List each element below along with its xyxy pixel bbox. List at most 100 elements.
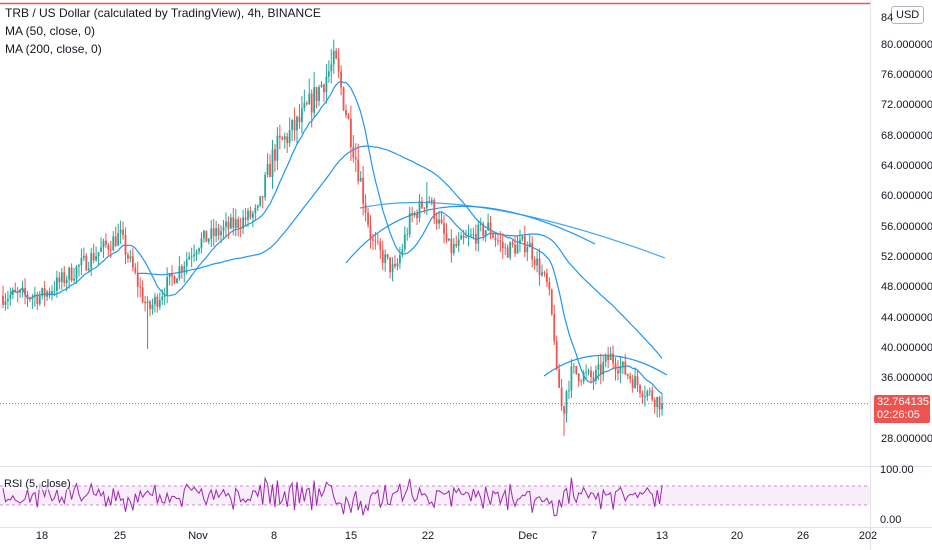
candle-body: [381, 249, 384, 264]
candle-body: [195, 251, 198, 255]
candle-body: [227, 221, 230, 229]
time-axis-label: 13: [655, 530, 669, 542]
candle-body: [612, 353, 614, 364]
time-axis-label: 26: [796, 530, 810, 542]
candle-body: [220, 231, 222, 236]
ma200-legend[interactable]: MA (200, close, 0): [5, 42, 102, 56]
price-axis-label: 68.000000: [881, 129, 932, 142]
candle-body: [428, 201, 431, 203]
candle-body: [374, 240, 377, 242]
candle-body: [212, 228, 215, 236]
candle-body: [550, 289, 553, 315]
candle-body: [58, 277, 61, 282]
candle-body: [617, 370, 619, 374]
symbol-legend-title[interactable]: TRB / US Dollar (calculated by TradingVi…: [5, 6, 321, 20]
candle-body: [577, 373, 580, 382]
candle-body: [472, 233, 475, 235]
price-axis-label: 44.000000: [881, 311, 932, 324]
candle-body: [232, 217, 235, 228]
candle-body: [548, 282, 551, 290]
candle-body: [553, 314, 556, 342]
candle-body: [136, 272, 139, 287]
candle-body: [514, 244, 516, 254]
candle-body: [482, 223, 485, 237]
candle-body: [352, 147, 355, 158]
candle-body: [303, 103, 306, 109]
candle-body: [26, 294, 29, 299]
candle-body: [504, 247, 507, 249]
candle-body: [516, 243, 519, 254]
candle-body: [641, 393, 644, 397]
candle-body: [479, 223, 482, 225]
candle-body: [31, 297, 34, 299]
candle-body: [288, 130, 291, 144]
candle-body: [624, 361, 627, 375]
candle-body: [501, 241, 504, 249]
candle-body: [636, 376, 639, 386]
candle-body: [239, 227, 242, 229]
candle-body: [163, 295, 166, 297]
candle-body: [575, 365, 578, 374]
candle-body: [82, 255, 85, 259]
price-axis-label: 36.000000: [881, 372, 932, 385]
candle-body: [509, 242, 512, 258]
candle-body: [259, 196, 262, 206]
candle-body: [305, 103, 308, 104]
candle-body: [234, 219, 237, 228]
candle-body: [470, 234, 472, 236]
candle-body: [386, 254, 389, 258]
candle-body: [538, 258, 541, 276]
candle-body: [582, 372, 585, 382]
candle-body: [474, 233, 477, 244]
price-axis-label: 64.000000: [881, 160, 932, 172]
candle-body: [604, 355, 607, 363]
candle-body: [107, 244, 110, 250]
candle-body: [283, 136, 286, 140]
rsi-line: [2, 476, 663, 517]
candle-body: [48, 291, 51, 294]
candle-body: [149, 301, 151, 310]
rsi-axis-label-100: 100.00: [880, 464, 914, 476]
candle-body: [487, 222, 489, 231]
candle-body: [384, 254, 387, 264]
candle-body: [536, 258, 538, 266]
candle-body: [301, 108, 303, 123]
candle-body: [639, 385, 641, 394]
candle-body: [523, 236, 526, 253]
candle-body: [563, 406, 565, 414]
candle-body: [565, 391, 568, 414]
rsi-legend[interactable]: RSI (5, close): [4, 478, 71, 490]
price-axis-label: 52.000000: [881, 250, 932, 263]
candle-body: [367, 212, 369, 225]
candle-body: [102, 240, 105, 248]
ma50-legend[interactable]: MA (50, close, 0): [5, 24, 96, 38]
candle-body: [87, 268, 90, 271]
candle-body: [161, 296, 164, 301]
candle-body: [261, 196, 264, 198]
candle-body: [452, 243, 455, 254]
candle-body: [222, 226, 225, 232]
time-axis-label: 202: [858, 530, 878, 542]
candle-body: [448, 238, 450, 241]
candle-body: [33, 294, 36, 298]
candle-body: [558, 369, 561, 388]
candle-body: [109, 249, 112, 251]
currency-button[interactable]: USD: [891, 6, 925, 24]
time-axis-label: 20: [730, 530, 744, 542]
candle-body: [41, 288, 44, 296]
candle-body: [56, 277, 58, 291]
candle-body: [293, 119, 296, 131]
candle-body: [460, 235, 463, 240]
candle-body: [266, 164, 269, 175]
candle-body: [198, 248, 200, 252]
bar-countdown: 02:26:05: [877, 409, 920, 421]
candle-body: [63, 272, 66, 284]
candle-body: [590, 370, 592, 378]
time-axis-label: 7: [590, 530, 598, 542]
candle-body: [457, 239, 460, 246]
candle-body: [619, 366, 622, 374]
candle-body: [651, 390, 654, 400]
candle-body: [372, 239, 374, 241]
